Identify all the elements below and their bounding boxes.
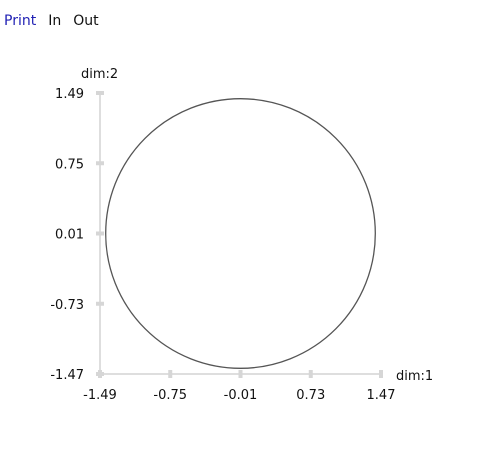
x-tick-label: 1.47 — [367, 388, 396, 403]
x-tick-label: 0.73 — [296, 388, 325, 403]
zoom-in-button[interactable]: In — [48, 13, 62, 29]
y-tick-label: 1.49 — [55, 87, 84, 102]
y-tick-label: 0.01 — [55, 228, 84, 243]
y-axis-label: dim:2 — [81, 67, 118, 82]
toolbar: Print In Out — [4, 12, 99, 30]
y-tick-label: -0.73 — [50, 298, 84, 313]
plot-shapes — [105, 98, 376, 369]
x-axis-label: dim:1 — [396, 369, 433, 384]
zoom-out-button[interactable]: Out — [73, 13, 99, 29]
print-button[interactable]: Print — [4, 13, 37, 29]
circle-shape — [105, 98, 376, 369]
axes — [99, 93, 381, 375]
x-tick-label: -1.49 — [83, 388, 117, 403]
axis-tick-labels: -1.49 -0.75 -0.01 0.73 1.47 -1.47 -0.73 0.01 0.7… — [50, 87, 395, 403]
x-tick-label: -0.75 — [153, 388, 187, 403]
x-tick-label: -0.01 — [224, 388, 258, 403]
axis-ticks — [96, 91, 383, 378]
y-tick-label: 0.75 — [55, 157, 84, 172]
y-tick-label: -1.47 — [50, 368, 84, 383]
